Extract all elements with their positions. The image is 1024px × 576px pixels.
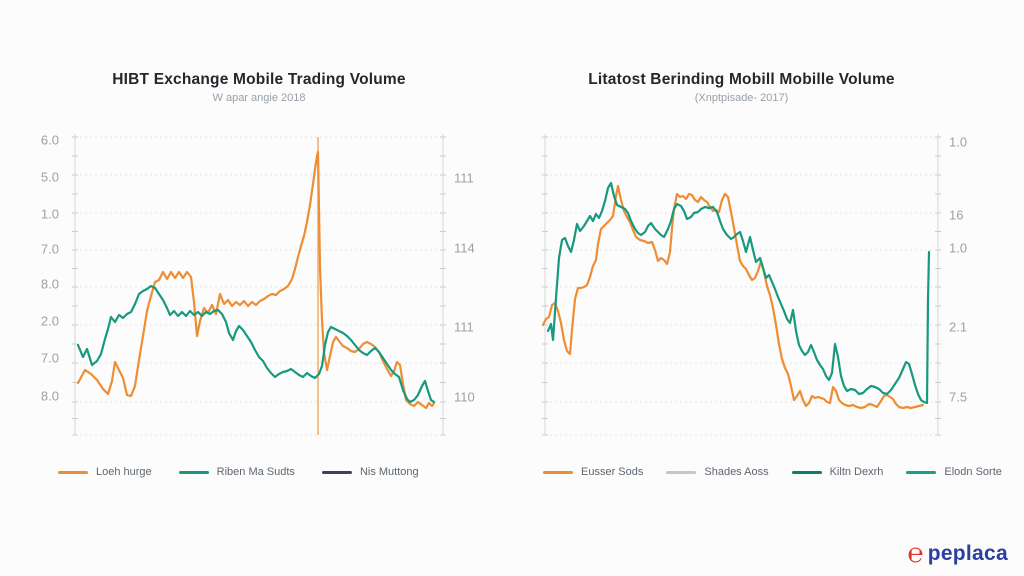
- right-chart-header: Litatost Berinding Mobill Mobille Volume…: [545, 71, 938, 104]
- left-chart-legend: Loeh hurge Riben Ma Sudts Nis Muttong: [58, 466, 419, 478]
- legend-swatch: [178, 470, 209, 474]
- legend-swatch: [906, 470, 937, 474]
- y-axis-label: 7.0: [40, 241, 59, 257]
- legend-label: Kiltn Dexrh: [829, 466, 884, 478]
- y-axis-label: 7.0: [40, 350, 59, 366]
- legend-item: Eusser Sods: [543, 466, 643, 478]
- legend-item: Riben Ma Sudts: [178, 466, 295, 478]
- legend-item: Kiltn Dexrh: [791, 466, 884, 478]
- legend-label: Elodn Sorte: [944, 466, 1002, 478]
- y-axis-label: 111: [454, 319, 474, 335]
- y-axis-label: 2.0: [40, 313, 59, 329]
- legend-swatch: [321, 470, 352, 474]
- legend-label: Loeh hurge: [96, 466, 152, 478]
- legend-swatch: [791, 470, 822, 474]
- y-axis-label: 7.5: [949, 389, 968, 405]
- y-axis-label: 8.0: [40, 276, 59, 292]
- right-chart-legend: Eusser Sods Shades Aoss Kiltn Dexrh Elodn S…: [543, 466, 1002, 478]
- y-axis-label: 5.0: [40, 169, 59, 185]
- legend-item: Loeh hurge: [58, 466, 152, 478]
- legend-label: Riben Ma Sudts: [216, 466, 295, 478]
- y-axis-label: 110: [454, 389, 475, 405]
- legend-item: Elodn Sorte: [906, 466, 1002, 478]
- brand-name: peplaca: [927, 541, 1008, 565]
- y-axis-label: 16: [949, 207, 964, 223]
- left-chart-header: HIBT Exchange Mobile Trading Volume W ap…: [75, 71, 443, 104]
- legend-swatch: [58, 470, 88, 474]
- left-chart-subtitle: W apar angie 2018: [212, 92, 306, 104]
- y-axis-label: 1.0: [40, 206, 59, 222]
- y-axis-label: 6.0: [40, 132, 59, 148]
- brand-watermark: ℮ peplaca: [907, 540, 1008, 567]
- y-axis-label: 114: [454, 240, 475, 256]
- right-chart-subtitle: (Xnptpisade- 2017): [694, 92, 789, 104]
- left-chart-title: HIBT Exchange Mobile Trading Volume: [112, 71, 406, 88]
- legend-label: Shades Aoss: [704, 466, 769, 478]
- legend-swatch: [666, 470, 697, 474]
- right-chart-title: Litatost Berinding Mobill Mobille Volume: [588, 71, 895, 88]
- legend-item: Nis Muttong: [321, 466, 419, 478]
- y-axis-label: 111: [454, 170, 474, 186]
- y-axis-label: 1.0: [949, 134, 968, 150]
- y-axis-label: 2.1: [949, 319, 968, 335]
- legend-label: Eusser Sods: [581, 466, 644, 478]
- legend-item: Shades Aoss: [666, 466, 769, 478]
- replica-logo-icon: ℮: [907, 538, 924, 568]
- y-axis-label: 8.0: [40, 388, 59, 404]
- legend-swatch: [543, 470, 573, 474]
- legend-label: Nis Muttong: [359, 466, 419, 478]
- y-axis-label: 1.0: [949, 240, 968, 256]
